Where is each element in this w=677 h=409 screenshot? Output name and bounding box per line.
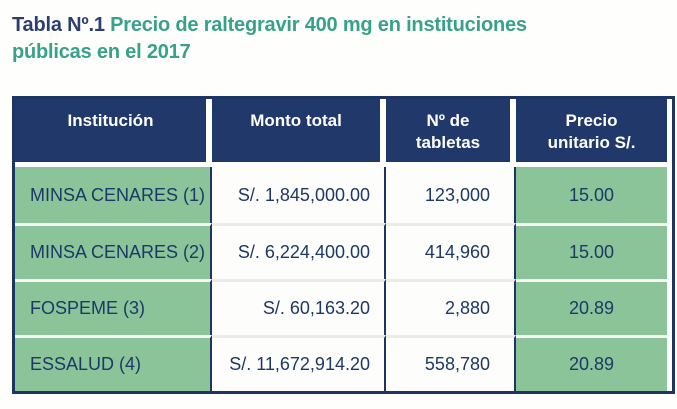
cell-monto-total: S/. 1,845,000.00 [212,167,386,223]
cell-precio-unitario: 15.00 [516,167,672,223]
document-page: Tabla Nº.1 Precio de raltegravir 400 mg … [12,12,675,394]
table-title-line2: públicas en el 2017 [12,41,191,63]
cell-monto-total: S/. 11,672,914.20 [212,335,386,391]
header-institucion: Institución [15,99,212,167]
header-precio-unitario: Precio unitario S/. [516,99,672,167]
header-row: Institución Monto total Nº de tabletas P… [15,99,672,167]
cell-institucion: FOSPEME (3) [15,279,212,335]
cell-institucion: MINSA CENARES (2) [15,223,212,279]
cell-monto-total: S/. 60,163.20 [212,279,386,335]
cell-institucion: ESSALUD (4) [15,335,212,391]
table-row: MINSA CENARES (1) S/. 1,845,000.00 123,0… [15,167,672,223]
table-title-line1: Precio de raltegravir 400 mg en instituc… [110,14,527,36]
header-num-tabletas: Nº de tabletas [386,99,516,167]
cell-monto-total: S/. 6,224,400.00 [212,223,386,279]
table-row: FOSPEME (3) S/. 60,163.20 2,880 20.89 [15,279,672,335]
cell-num-tabletas: 2,880 [386,279,516,335]
price-table: Institución Monto total Nº de tabletas P… [12,96,675,394]
price-table-container: Institución Monto total Nº de tabletas P… [12,96,675,394]
header-monto-total: Monto total [212,99,386,167]
table-number-label: Tabla Nº.1 [12,14,105,36]
table-title: Tabla Nº.1 Precio de raltegravir 400 mg … [12,12,667,66]
table-row: MINSA CENARES (2) S/. 6,224,400.00 414,9… [15,223,672,279]
cell-precio-unitario: 15.00 [516,223,672,279]
cell-num-tabletas: 414,960 [386,223,516,279]
cell-num-tabletas: 558,780 [386,335,516,391]
cell-num-tabletas: 123,000 [386,167,516,223]
cell-precio-unitario: 20.89 [516,335,672,391]
table-row: ESSALUD (4) S/. 11,672,914.20 558,780 20… [15,335,672,391]
cell-institucion: MINSA CENARES (1) [15,167,212,223]
cell-precio-unitario: 20.89 [516,279,672,335]
